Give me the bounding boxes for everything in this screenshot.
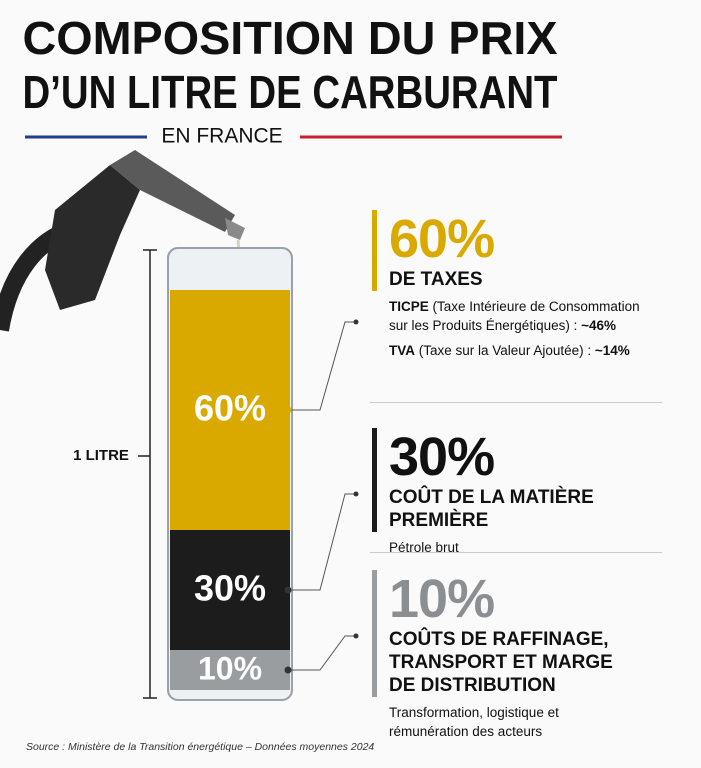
subtitle: EN FRANCE	[161, 125, 282, 148]
separator	[370, 552, 662, 553]
bar-segment	[170, 650, 290, 690]
axis-label: 1 LITRE	[73, 447, 129, 464]
legend-entry: COÛTS DE RAFFINAGE, TRANSPORT ET MARGE D…	[389, 629, 613, 696]
segment-label: 10%	[198, 650, 262, 686]
legend-entry: COÛT DE LA MATIÈRE PREMIÈRE	[389, 487, 594, 531]
source: Source : Ministère de la Transition éner…	[26, 741, 375, 753]
detail-abbr: TVA	[389, 343, 415, 358]
detail-share: ~14%	[594, 343, 630, 358]
separator	[370, 402, 662, 403]
detail: TVA (Taxe sur la Valeur Ajoutée) : ~14%	[372, 341, 659, 360]
bar-segment	[170, 290, 290, 530]
connector	[288, 493, 356, 591]
connector-dot	[353, 491, 359, 497]
connector-dot	[284, 586, 292, 594]
connector-dot	[353, 633, 359, 639]
percent-label: 30%	[389, 427, 495, 487]
glass-outline	[167, 247, 293, 701]
segment-label: 60%	[194, 388, 266, 429]
chart-title: D’UN LITRE DE CARBURANT	[23, 66, 558, 118]
connector-dot	[353, 319, 359, 325]
description: Pétrole brut	[389, 540, 459, 555]
chart-title: COMPOSITION DU PRIX	[23, 12, 558, 64]
description: Transformation, logistique et rémunérati…	[389, 705, 559, 739]
accent-block: 10% COÛTS DE RAFFINAGE, TRANSPORT ET MARG…	[372, 570, 662, 697]
connector	[288, 321, 356, 411]
accent-block: 60% DE TAXES	[372, 210, 662, 291]
accent-block: 30% COÛT DE LA MATIÈRE PREMIÈRE	[372, 428, 662, 532]
percent-label: 10%	[389, 569, 495, 629]
detail-share: ~46%	[581, 318, 617, 333]
legend-entry: DE TAXES	[389, 269, 483, 290]
connector-dot	[284, 406, 292, 414]
detail-abbr: TICPE	[389, 299, 429, 314]
detail-text: (Taxe sur la Valeur Ajoutée) :	[418, 343, 592, 358]
legend-section: 30% COÛT DE LA MATIÈRE PREMIÈRE Pétrole br…	[372, 428, 662, 557]
percent-label: 60%	[389, 209, 495, 269]
legend-section: 60% DE TAXES TICPE (Taxe Intérieure de Con…	[372, 210, 662, 360]
segment-label: 30%	[194, 568, 266, 609]
legend-section: 10% COÛTS DE RAFFINAGE, TRANSPORT ET MARG…	[372, 570, 662, 741]
connector	[288, 635, 356, 671]
fuel-nozzle	[0, 150, 245, 332]
detail: TICPE (Taxe Intérieure de Consommation s…	[372, 297, 659, 335]
connector-dot	[284, 666, 292, 674]
bar-segment	[170, 530, 290, 650]
detail-text: (Taxe Intérieure de Consommation sur les…	[389, 299, 640, 333]
